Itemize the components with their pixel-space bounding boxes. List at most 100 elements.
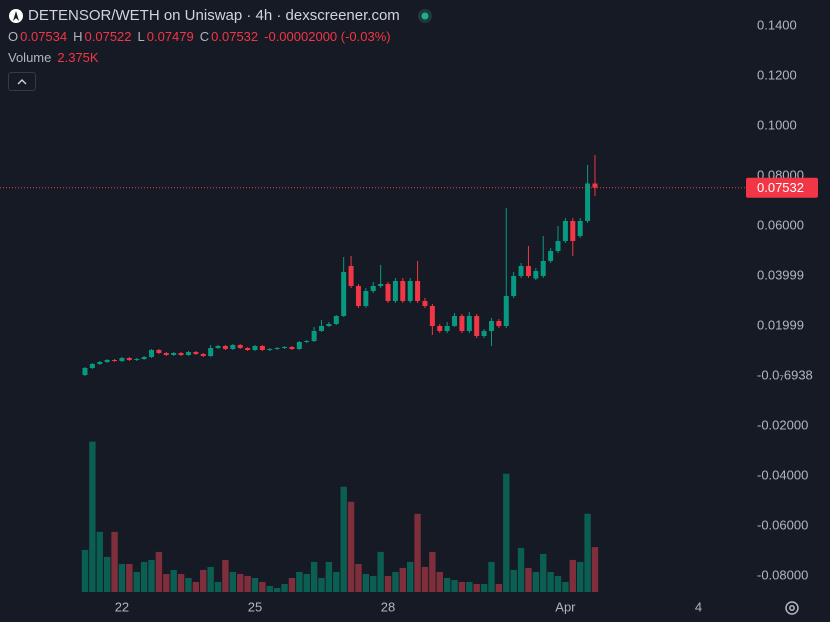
candle-body <box>585 183 591 221</box>
volume-bar <box>421 566 429 592</box>
volume-bar <box>103 556 111 592</box>
candle-body <box>208 348 214 356</box>
y-tick-label: -0.06000 <box>757 517 808 532</box>
volume-bar <box>296 571 303 592</box>
y-tick-label: -0.0₇6938 <box>757 367 813 382</box>
volume-bar <box>540 553 547 592</box>
candle-body <box>296 342 302 349</box>
y-tick-label: 0.01999 <box>757 317 804 332</box>
candle-body <box>407 281 413 301</box>
candle-body <box>82 368 88 375</box>
candle-body <box>97 362 103 364</box>
volume-bar <box>126 563 133 592</box>
volume-bar <box>347 501 355 592</box>
settings-icon[interactable] <box>785 601 799 615</box>
volume-bar <box>584 513 591 592</box>
candle-body <box>355 286 361 306</box>
volume-bar <box>466 581 473 592</box>
candle-body <box>348 266 354 286</box>
candle-body <box>245 348 251 350</box>
candle-body <box>163 353 169 355</box>
volume-bar <box>89 441 96 592</box>
candle-body <box>385 284 391 301</box>
volume-bar <box>399 567 407 592</box>
y-tick-label: 0.1200 <box>757 67 797 82</box>
candle-body <box>459 316 465 331</box>
candle-body <box>319 326 325 331</box>
candle-body <box>311 331 317 341</box>
volume-bar <box>266 585 273 592</box>
candle-body <box>178 353 184 355</box>
volume-bar <box>273 587 281 592</box>
volume-bar <box>473 583 480 592</box>
volume-row: Volume 2.375K <box>8 47 434 68</box>
candle-body <box>592 183 598 188</box>
volume-bar <box>488 561 495 592</box>
candle-body <box>392 281 398 301</box>
volume-bar <box>510 569 517 592</box>
volume-bar <box>355 563 362 592</box>
candle-body <box>282 347 288 348</box>
x-tick-label: 22 <box>115 599 129 614</box>
volume-bar <box>207 566 214 592</box>
candle-body <box>252 346 258 350</box>
volume-bar <box>576 561 584 592</box>
candle-body <box>525 266 531 276</box>
candle-body <box>466 316 472 331</box>
volume-bar <box>303 573 310 592</box>
candle-body <box>149 350 155 357</box>
candle-body <box>437 326 443 331</box>
candle-body <box>89 364 95 368</box>
candle-body <box>193 352 199 354</box>
candle-body <box>230 345 236 349</box>
ohlc-key: L <box>137 29 145 44</box>
volume-bar <box>259 581 266 592</box>
volume-bar <box>525 567 532 592</box>
candle-body <box>274 348 280 349</box>
volume-bar <box>562 581 569 592</box>
candle-body <box>267 349 273 350</box>
volume-bar <box>148 559 155 592</box>
volume-bar <box>251 577 259 592</box>
candle-body <box>548 251 554 261</box>
volume-bar <box>532 571 540 592</box>
candle-body <box>363 291 369 306</box>
collapse-button[interactable] <box>8 72 36 91</box>
volume-bar <box>480 583 488 592</box>
candle-body <box>259 346 265 350</box>
volume-bar <box>177 573 185 592</box>
volume-bar <box>237 573 244 592</box>
ohlc-row: O 0.07534 H 0.07522 L 0.07479 C 0.07532 -0.00002… <box>8 26 434 47</box>
candle-body <box>333 316 339 324</box>
volume-bar <box>163 573 170 592</box>
volume-bar <box>429 551 436 592</box>
candle-body <box>185 352 191 355</box>
candle-body <box>237 345 243 348</box>
volume-bar <box>214 581 222 592</box>
volume-bar <box>318 577 325 592</box>
caret <box>17 78 27 84</box>
volume-bar <box>140 561 148 592</box>
volume-bar <box>340 486 347 592</box>
volume-bar <box>222 559 229 592</box>
ohlc-value: 0.07479 <box>146 29 194 44</box>
volume-bar <box>325 561 333 592</box>
candle-body <box>289 347 295 349</box>
ohlc-value: 0.07534 <box>20 29 68 44</box>
candle-body <box>570 221 576 241</box>
volume-bar <box>495 583 503 592</box>
candle-body <box>215 346 221 348</box>
volume-bar <box>111 531 118 592</box>
y-tick-label: -0.02000 <box>757 417 808 432</box>
volume-bar <box>443 577 451 592</box>
volume-bar <box>281 583 288 592</box>
y-tick-label: -0.04000 <box>757 467 808 482</box>
volume-bar <box>503 473 510 592</box>
volume-bar <box>155 551 163 592</box>
volume-bar <box>370 575 377 592</box>
x-tick-label: 28 <box>381 599 395 614</box>
candle-body <box>304 341 310 342</box>
candle-body <box>474 316 480 336</box>
volume-value: 2.375K <box>57 50 99 65</box>
